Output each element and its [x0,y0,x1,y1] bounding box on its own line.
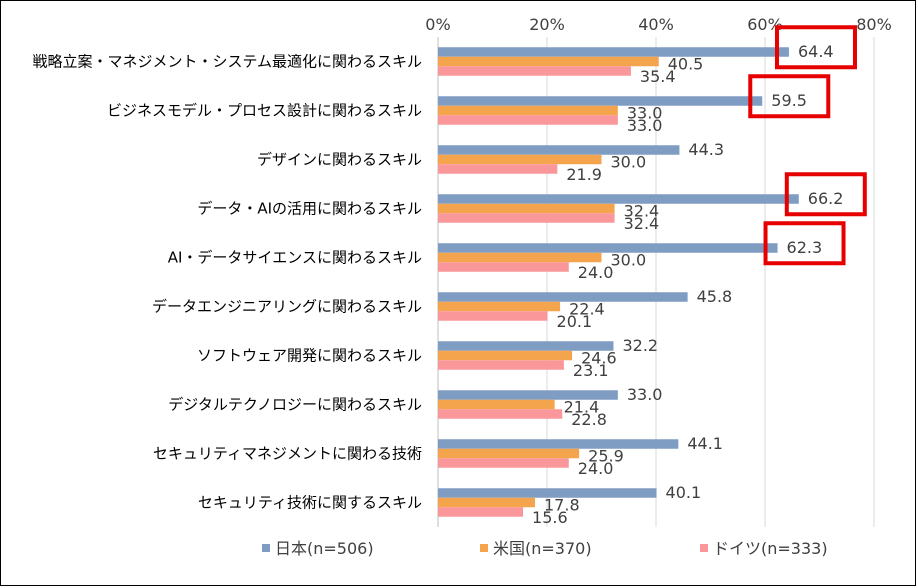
data-label: 35.4 [640,67,676,86]
x-tick-label: 60% [747,15,783,34]
data-label: 22.8 [571,410,607,429]
bar [438,47,789,57]
data-label: 22.4 [569,300,605,319]
highlight-box [774,25,857,70]
data-label: 32.4 [624,202,660,221]
data-label: 62.3 [787,238,823,257]
bar [438,341,614,351]
bar [438,262,569,272]
data-label: 66.2 [808,189,844,208]
bar [438,350,573,361]
data-label: 44.3 [688,140,724,159]
data-label: 24.0 [578,459,614,478]
legend-label: ドイツ(n=333) [713,539,828,558]
bar [438,145,680,155]
highlight-box [763,221,846,266]
legend-label: 日本(n=506) [275,539,374,558]
x-tick-label: 80% [856,15,892,34]
highlight-box [748,74,831,119]
bar [438,390,618,400]
category-label: セキュリティマネジメントに関わる技術 [153,445,422,463]
category-label: ビジネスモデル・プロセス設計に関わるスキル [107,102,422,120]
bar [438,409,563,419]
category-label: AI・データサイエンスに関わるスキル [168,249,422,267]
data-label: 64.4 [798,42,834,61]
legend-swatch [480,544,488,552]
bar [438,507,524,517]
bar [438,154,602,165]
legend-swatch [262,544,270,552]
bar [438,56,659,67]
highlight-boxes [748,25,867,266]
x-tick-label: 20% [529,15,565,34]
data-label: 30.0 [611,153,647,172]
bar [438,66,631,76]
bar [438,105,618,116]
category-label: ソフトウェア開発に関わるスキル [197,347,422,365]
legend: 日本(n=506) 米国(n=370) ドイツ(n=333) [262,539,828,558]
data-labels: 64.440.535.459.533.033.044.330.021.966.2… [532,42,843,527]
bar [438,439,679,449]
bars [438,47,799,517]
data-label: 21.9 [566,165,602,184]
bar [438,292,688,302]
category-label: データエンジニアリングに関わるスキル [152,298,422,316]
data-label: 45.8 [697,287,733,306]
bar [438,301,561,312]
data-label: 20.1 [557,312,593,331]
data-label: 21.4 [564,398,600,417]
data-label: 24.0 [578,263,614,282]
data-label: 17.8 [544,496,580,515]
bar [438,360,564,370]
data-label: 33.0 [627,104,663,123]
data-label: 32.2 [622,336,658,355]
data-label: 30.0 [611,251,647,270]
bar [438,203,615,214]
data-label: 40.1 [666,483,702,502]
legend-label: 米国(n=370) [493,539,592,558]
bar [438,448,580,459]
bar [438,399,555,410]
bar [438,194,799,204]
bar [438,213,615,223]
category-label: データ・AIの活用に関わるスキル [197,200,422,218]
bar [438,311,548,321]
bar [438,497,536,508]
category-label: デジタルテクノロジーに関わるスキル [168,396,422,414]
bar [438,243,778,253]
data-label: 32.4 [624,214,660,233]
highlight-box [784,172,867,217]
data-label: 59.5 [771,91,807,110]
bar [438,115,618,125]
bar [438,96,763,106]
x-tick-label: 40% [638,15,674,34]
data-label: 44.1 [687,434,723,453]
category-label: デザインに関わるスキル [257,151,422,169]
data-label: 25.9 [588,447,624,466]
x-axis-ticks: 0% 20% 40% 60% 80% [425,15,891,34]
legend-swatch [700,544,708,552]
data-label: 33.0 [627,385,663,404]
x-tick-label: 0% [425,15,450,34]
bar [438,164,558,174]
data-label: 15.6 [532,508,568,527]
data-label: 33.0 [627,116,663,135]
data-label: 40.5 [668,55,704,74]
bar [438,252,602,263]
bar [438,488,657,498]
category-label: セキュリティ技術に関するスキル [198,494,422,512]
category-labels: 戦略立案・マネジメント・システム最適化に関わるスキルビジネスモデル・プロセス設計… [32,53,422,512]
data-label: 23.1 [573,361,609,380]
bar [438,458,569,468]
category-label: 戦略立案・マネジメント・システム最適化に関わるスキル [32,53,422,71]
data-label: 24.6 [581,349,617,368]
